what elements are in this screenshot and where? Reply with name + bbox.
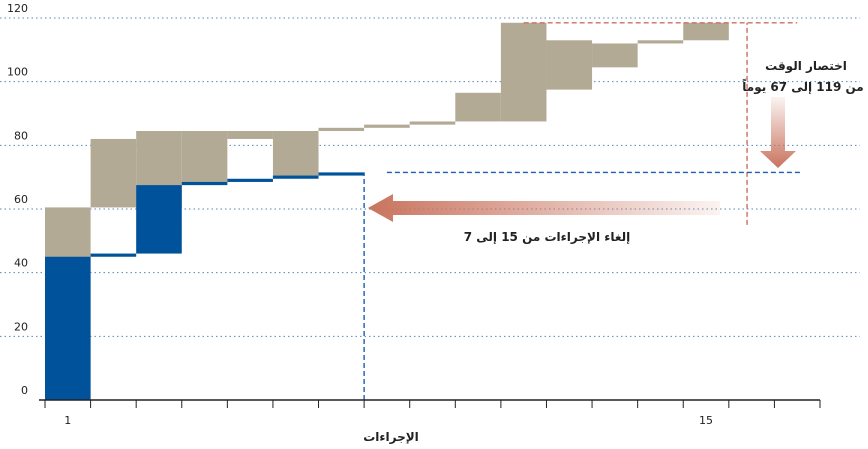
bar-segment-s1-x7	[318, 172, 365, 176]
y-tick-label-80: 80	[14, 129, 28, 142]
annotation-time-reduction-line1: اختصار الوقت	[765, 59, 847, 74]
bar-segment-s0-x10	[455, 92, 501, 122]
bar-segment-s1-x3	[136, 185, 182, 254]
bar-segment-s0-x8	[364, 124, 410, 128]
y-axis-labels: 0 20 40 60 80 100 120	[7, 2, 28, 397]
steps-elimination-arrow	[368, 194, 720, 222]
y-tick-label-100: 100	[7, 66, 28, 79]
y-tick-label-120: 120	[7, 2, 28, 15]
annotation-time-reduction-line2: من 119 إلى 67 يوماً	[742, 78, 863, 95]
bar-segment-s1-x1	[45, 256, 91, 400]
y-tick-label-20: 20	[14, 320, 28, 333]
bar-segment-s0-x12	[546, 40, 593, 90]
bar-segment-s1-x2	[90, 253, 137, 257]
y-tick-label-0: 0	[21, 384, 28, 397]
bar-segment-s0-x14	[637, 40, 684, 44]
bar-segment-s0-x11	[500, 22, 547, 122]
bar-segments	[45, 22, 729, 400]
bar-segment-s0-x6	[272, 131, 319, 178]
bar-segment-s0-x9	[409, 121, 456, 125]
annotation-steps-elimination: إلغاء الإجراءات من 15 إلى 7	[464, 230, 631, 244]
bar-segment-s0-x4	[181, 131, 228, 184]
bar-segment-s0-x13	[592, 43, 638, 68]
bar-segment-s1-x4	[181, 181, 228, 186]
x-tick-label-15: 15	[699, 414, 713, 427]
y-tick-label-60: 60	[14, 193, 28, 206]
bar-segment-s1-x5	[227, 178, 273, 182]
bar-segment-s0-x5	[227, 131, 273, 139]
x-axis: 1 15	[39, 399, 821, 427]
bar-segment-s0-x7	[318, 127, 365, 132]
x-tick-label-1: 1	[64, 414, 71, 427]
bar-segment-s0-x15	[683, 22, 729, 41]
x-axis-title: الإجراءات	[363, 430, 419, 444]
time-reduction-arrow	[760, 97, 796, 168]
bar-segment-s1-x6	[272, 175, 319, 179]
reference-lines	[363, 22, 802, 400]
bar-segment-s0-x2	[90, 138, 137, 208]
annotation-arrows	[368, 97, 796, 222]
y-tick-label-40: 40	[14, 257, 28, 270]
